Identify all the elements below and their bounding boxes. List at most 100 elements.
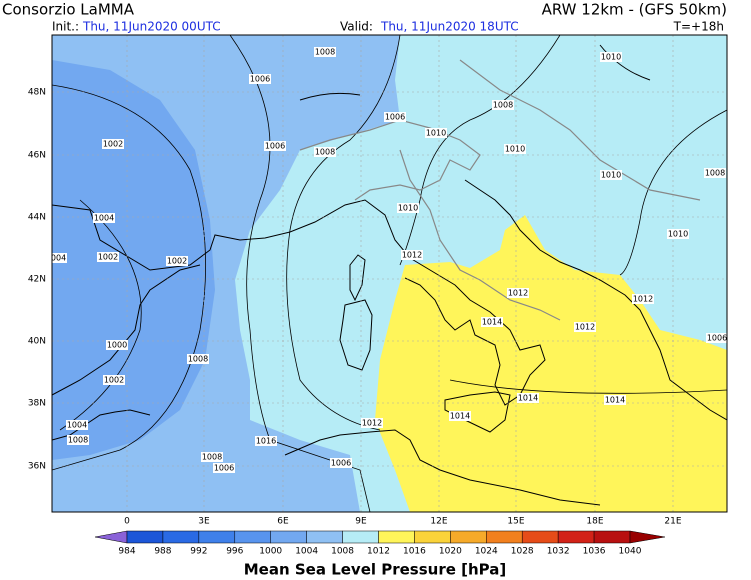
isobar-label-box — [314, 47, 336, 57]
coastlines — [52, 44, 727, 506]
isobar-label: 1014 — [450, 412, 470, 421]
isobar-label: 1002 — [104, 376, 124, 385]
colorbar-extend — [629, 530, 666, 544]
colorbar-title: Mean Sea Level Pressure [hPa] — [244, 561, 507, 579]
isobar-label-box — [93, 213, 115, 223]
isobar-label: 1010 — [505, 145, 525, 154]
isobar-label-box — [201, 452, 223, 462]
colorbar-label: 988 — [154, 547, 171, 557]
map-frame — [51, 34, 728, 513]
colorbar-label: 1024 — [475, 547, 498, 557]
lon-label: 12E — [430, 517, 447, 527]
isobar-label: 1006 — [214, 464, 234, 473]
isobar-label-box — [704, 168, 726, 178]
isobar-label: 1008 — [705, 169, 725, 178]
isobar-label: 1014 — [518, 394, 538, 403]
isobar-label: 1014 — [605, 396, 625, 405]
isobar-label-box — [106, 340, 128, 350]
colorbar-label: 1040 — [619, 547, 642, 557]
colorbar-label: 1028 — [511, 547, 534, 557]
valid-label: Valid: — [340, 20, 373, 34]
colorbar: 984 988 992 996 1000 1004 1008 1012 1016 1020 1024… — [94, 530, 666, 557]
isobar-label: 1008 — [315, 48, 335, 57]
isobar-label: 1012 — [633, 295, 653, 304]
isobar-label: 1010 — [601, 171, 621, 180]
isobar-label-box — [481, 317, 503, 327]
isobar-label: 1006 — [331, 459, 351, 468]
isobar-label-box — [213, 463, 235, 473]
colorbar-swatch — [450, 530, 487, 544]
isobar-label: 1004 — [46, 254, 66, 263]
isobar-label: 1010 — [398, 204, 418, 213]
colorbar-label: 1004 — [295, 547, 318, 557]
lon-label: 9E — [355, 517, 367, 527]
title-left: Consorzio LaMMA — [2, 1, 135, 19]
isobar-label-box — [166, 256, 188, 266]
isobar-label-box — [52, 253, 67, 263]
isobar-label: 1012 — [402, 251, 422, 260]
isobar-label: 1006 — [250, 75, 270, 84]
isobar-label-box — [187, 354, 209, 364]
colorbar-label: 1016 — [403, 547, 426, 557]
colorbar-label: 1032 — [547, 547, 570, 557]
isobar-label-box — [504, 144, 526, 154]
isobar-label-box — [314, 147, 336, 157]
isobar-label-box — [361, 418, 383, 428]
colorbar-swatch — [414, 530, 451, 544]
colorbar-swatch — [342, 530, 379, 544]
isobar-label-box — [632, 294, 654, 304]
isobar-label: 1010 — [601, 53, 621, 62]
isobar-label-box — [264, 141, 286, 151]
lon-label: 6E — [277, 517, 289, 527]
colorbar-swatch — [306, 530, 343, 544]
isobar-labels: 1008 1006 1010 1008 1006 1010 1002 1006 1008 1010… — [46, 47, 727, 473]
isobars — [52, 35, 727, 512]
isobar-label-box — [103, 375, 125, 385]
isobar-label-box — [600, 170, 622, 180]
pressure-field — [375, 215, 727, 512]
lon-label: 0 — [124, 517, 130, 527]
lon-label: 18E — [586, 517, 603, 527]
isobar-label: 1012 — [575, 323, 595, 332]
colorbar-label: 1036 — [583, 547, 606, 557]
isobar-label: 1008 — [188, 355, 208, 364]
forecast-step: T=+18h — [673, 20, 724, 34]
colorbar-label: 1008 — [331, 547, 354, 557]
isobar-label: 1006 — [265, 142, 285, 151]
lon-label: 3E — [198, 517, 210, 527]
isobar-label-box — [249, 74, 271, 84]
isobar-label-box — [102, 139, 124, 149]
init-value: Thu, 11Jun2020 00UTC — [82, 20, 221, 34]
colorbar-swatch — [126, 530, 164, 544]
isobar-label: 1012 — [508, 289, 528, 298]
isobar-label: 1008 — [68, 436, 88, 445]
lat-label: 38N — [28, 399, 46, 409]
colorbar-label: 1020 — [439, 547, 462, 557]
isobar-label-box — [401, 250, 423, 260]
colorbar-swatch — [162, 530, 200, 544]
isobar-label-box — [97, 252, 119, 262]
colorbar-swatch — [198, 530, 236, 544]
colorbar-swatch — [378, 530, 415, 544]
lat-label: 46N — [28, 151, 46, 161]
isobar-label-box — [507, 288, 529, 298]
isobar-label-box — [492, 100, 514, 110]
isobar-label: 1008 — [202, 453, 222, 462]
country-borders — [299, 59, 701, 321]
isobar-label-box — [66, 420, 88, 430]
lat-label: 48N — [28, 88, 46, 98]
isobar-label-box — [397, 203, 419, 213]
isobar-label: 1002 — [167, 257, 187, 266]
isobar-label: 1000 — [107, 341, 127, 350]
init-label: Init.: — [52, 20, 79, 34]
isobar-label: 1012 — [362, 419, 382, 428]
isobar-label-box — [384, 112, 406, 122]
isobar-label: 1014 — [482, 318, 502, 327]
colorbar-extend — [94, 530, 128, 544]
isobar-label-box — [425, 128, 447, 138]
lat-label: 36N — [28, 462, 46, 472]
title-right: ARW 12km - (GFS 50km) — [542, 1, 727, 19]
isobar-label-box — [574, 322, 596, 332]
lon-label: 15E — [507, 517, 524, 527]
colorbar-swatch — [234, 530, 271, 544]
